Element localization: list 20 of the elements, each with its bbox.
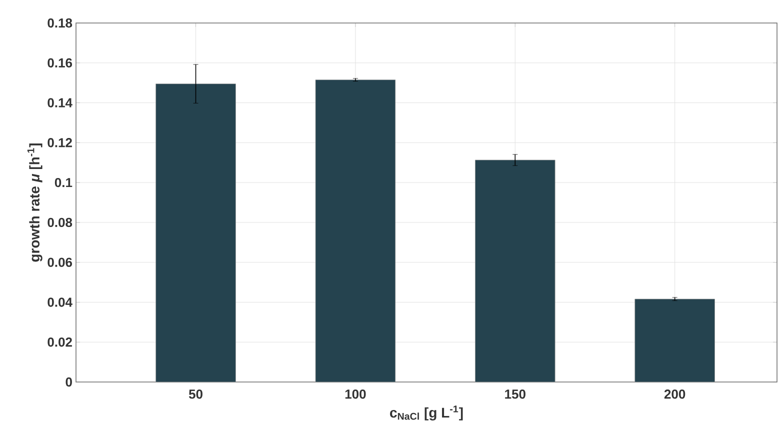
y-tick-label: 0.14 (48, 98, 72, 108)
y-tick-label: 0.16 (48, 58, 72, 68)
y-tick-label: 0.1 (54, 178, 72, 188)
bar (315, 80, 396, 382)
y-tick-label: 0.18 (48, 18, 72, 28)
x-tick-label: 200 (664, 390, 686, 399)
x-tick-label: 150 (505, 390, 526, 399)
bar (156, 84, 236, 382)
y-tick-label: 0 (66, 377, 72, 387)
x-tick-label: 100 (345, 390, 366, 399)
y-tick-label: 0.12 (48, 138, 72, 148)
y-tick-label: 0.02 (48, 338, 72, 347)
x-tick-label: 50 (188, 390, 202, 399)
y-tick-label: 0.08 (48, 218, 72, 228)
bar (634, 298, 715, 382)
bar (475, 160, 556, 382)
x-axis-title: c$_{NaCl}$ [g L$^{-1}$] (390, 406, 463, 420)
y-axis-title: growth rate μ [h$^{-1}$] (27, 144, 42, 262)
y-tick-label: 0.06 (48, 258, 72, 267)
y-tick-label: 0.04 (48, 298, 72, 307)
